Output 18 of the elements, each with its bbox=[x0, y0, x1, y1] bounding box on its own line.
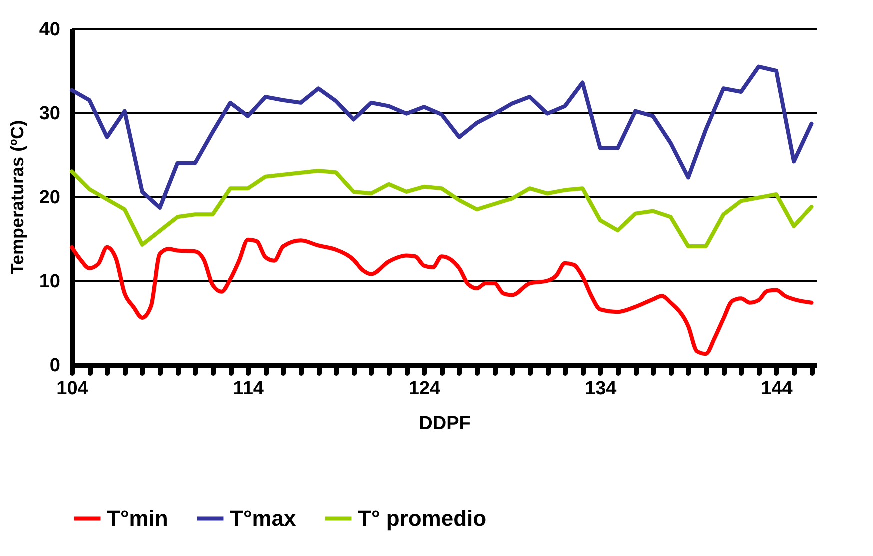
y-axis-title: Temperaturas (ºC) bbox=[7, 120, 28, 275]
legend-label: T° promedio bbox=[358, 506, 487, 531]
y-tick-label: 20 bbox=[39, 188, 60, 208]
x-tick-label: 144 bbox=[761, 378, 794, 400]
x-tick-label: 134 bbox=[585, 378, 618, 400]
line-series bbox=[70, 168, 814, 249]
legend-label: T°max bbox=[230, 506, 298, 531]
line-series bbox=[70, 238, 814, 356]
y-tick-label: 10 bbox=[39, 272, 60, 292]
legend-label: T°min bbox=[107, 506, 168, 531]
x-tick-label: 104 bbox=[56, 378, 89, 400]
line-series bbox=[70, 64, 814, 210]
x-tick-label: 124 bbox=[408, 378, 442, 400]
y-tick-label: 40 bbox=[39, 20, 60, 40]
x-tick-label: 114 bbox=[233, 378, 264, 400]
y-tick-label: 0 bbox=[50, 356, 60, 376]
y-tick-label: 30 bbox=[39, 104, 60, 124]
x-axis-title: DDPF bbox=[419, 414, 471, 434]
